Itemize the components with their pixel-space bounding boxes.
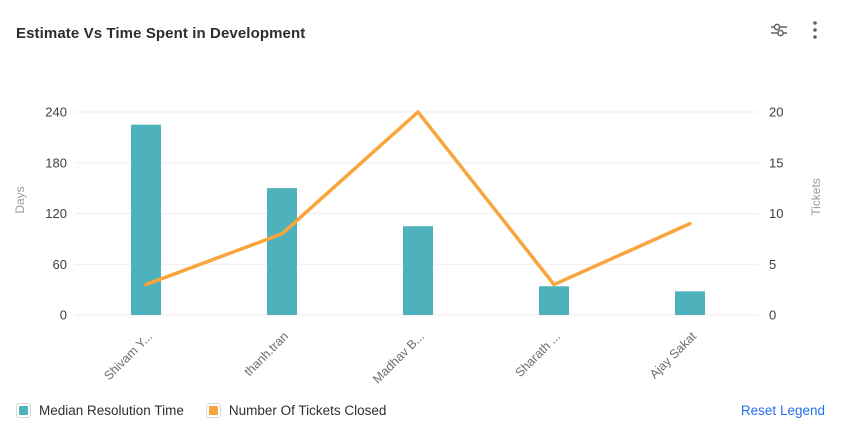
- line-series[interactable]: [144, 110, 692, 287]
- x-axis-label: thanh.tran: [241, 329, 291, 379]
- legend-label: Median Resolution Time: [39, 402, 184, 418]
- x-axis-label: Shivam Y...: [101, 329, 155, 383]
- legend-item-median-resolution-time[interactable]: Median Resolution Time: [16, 402, 184, 418]
- left-axis-tick-label: 0: [60, 308, 67, 323]
- left-axis-tick-label: 180: [45, 155, 67, 170]
- legend-swatch-line-series: [205, 402, 221, 418]
- right-axis-tick-label: 10: [769, 206, 783, 221]
- x-axis-label: Sharath ...: [512, 329, 563, 380]
- legend-swatch-bar-series: [16, 402, 31, 418]
- left-axis-tick-label: 60: [53, 257, 67, 272]
- bar-2[interactable]: [267, 188, 297, 315]
- chart-canvas: 0 0 60 5 120 10 180 15 240 20 Days Tickets Shivam Y.…: [13, 105, 823, 387]
- right-axis-tick-label: 0: [769, 308, 776, 323]
- right-axis-tick-label: 20: [769, 105, 783, 120]
- right-axis-tick-label: 5: [769, 257, 776, 272]
- legend-label: Number Of Tickets Closed: [228, 402, 387, 418]
- chart-title: Estimate Vs Time Spent in Development: [16, 25, 306, 42]
- bar-5[interactable]: [675, 291, 705, 315]
- left-axis-title: Days: [13, 186, 27, 213]
- x-axis-label: Ajay Sakat: [647, 329, 700, 382]
- right-axis-title: Tickets: [809, 178, 823, 216]
- widget-header: Estimate Vs Time Spent in Development: [0, 0, 841, 56]
- left-axis-tick-label: 240: [45, 105, 67, 120]
- filter-sliders-icon[interactable]: [767, 18, 791, 42]
- chart-legend: Median Resolution Time Number Of Tickets…: [16, 398, 825, 422]
- x-axis-label: Madhav B...: [370, 329, 427, 386]
- left-axis-tick-label: 120: [45, 206, 67, 221]
- filter-sliders-icon-glyph: [771, 23, 787, 37]
- reset-legend-link[interactable]: Reset Legend: [740, 402, 825, 418]
- kebab-menu-icon-glyph: [813, 21, 817, 39]
- kebab-menu-icon[interactable]: [803, 18, 827, 42]
- header-actions: [767, 18, 827, 42]
- right-axis-tick-label: 15: [769, 155, 783, 170]
- legend-item-number-of-tickets-closed[interactable]: Number Of Tickets Closed: [205, 402, 387, 418]
- bar-1[interactable]: [131, 124, 161, 315]
- bar-3[interactable]: [403, 226, 433, 315]
- bar-4[interactable]: [539, 286, 569, 315]
